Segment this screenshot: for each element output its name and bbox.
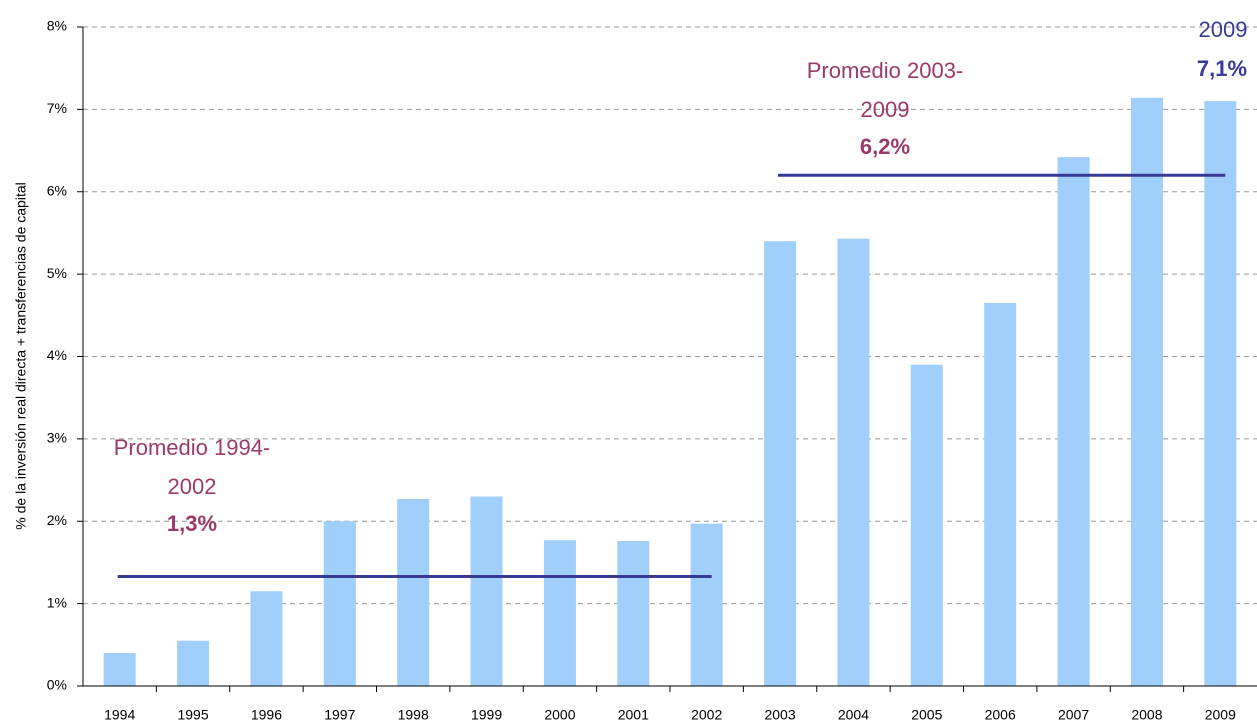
y-tick-label: 0%	[47, 677, 67, 693]
bar	[1130, 97, 1163, 686]
y-tick-label: 7%	[47, 100, 67, 116]
x-tick-label: 2009	[1205, 707, 1236, 723]
bar	[1057, 157, 1090, 687]
average-text: 2002	[168, 474, 217, 499]
x-tick-label: 2003	[764, 707, 795, 723]
annotation-label: 7,1%	[1197, 56, 1247, 81]
average-text: Promedio 2003-	[807, 58, 964, 83]
y-tick-label: 3%	[47, 430, 67, 446]
x-tick-label: 2007	[1058, 707, 1089, 723]
average-label: 6,2%	[860, 134, 910, 159]
x-tick-label: 1998	[398, 707, 429, 723]
x-tick-label: 2001	[618, 707, 649, 723]
bar	[1204, 101, 1237, 686]
bar	[323, 521, 356, 686]
x-tick-label: 1996	[251, 707, 282, 723]
bar	[250, 591, 283, 686]
y-axis-label: % de la inversión real directa + transfe…	[13, 182, 29, 529]
y-tick-label: 6%	[47, 182, 67, 198]
bar	[177, 640, 210, 686]
x-tick-label: 1999	[471, 707, 502, 723]
x-tick-label: 2004	[838, 707, 869, 723]
bar	[470, 496, 503, 686]
x-tick-label: 2006	[985, 707, 1016, 723]
x-tick-label: 2000	[544, 707, 575, 723]
x-tick-label: 2005	[911, 707, 942, 723]
y-tick-label: 1%	[47, 594, 67, 610]
bar	[397, 499, 430, 686]
x-tick-label: 1997	[324, 707, 355, 723]
x-tick-label: 2008	[1131, 707, 1162, 723]
bar	[984, 302, 1017, 686]
bar	[910, 364, 943, 686]
annotation-text: 2009	[1199, 17, 1248, 42]
y-tick-label: 5%	[47, 265, 67, 281]
bar	[690, 523, 723, 686]
y-tick-label: 4%	[47, 347, 67, 363]
y-tick-label: 8%	[47, 18, 67, 34]
bar	[103, 653, 136, 686]
bar	[617, 541, 650, 686]
x-tick-label: 1994	[104, 707, 135, 723]
average-label: 1,3%	[167, 511, 217, 536]
y-tick-label: 2%	[47, 512, 67, 528]
bar	[764, 241, 797, 687]
x-tick-label: 1995	[177, 707, 208, 723]
bar	[543, 540, 576, 686]
x-tick-label: 2002	[691, 707, 722, 723]
average-text: Promedio 1994-	[114, 435, 271, 460]
bar	[837, 238, 870, 687]
average-text: 2009	[861, 97, 910, 122]
